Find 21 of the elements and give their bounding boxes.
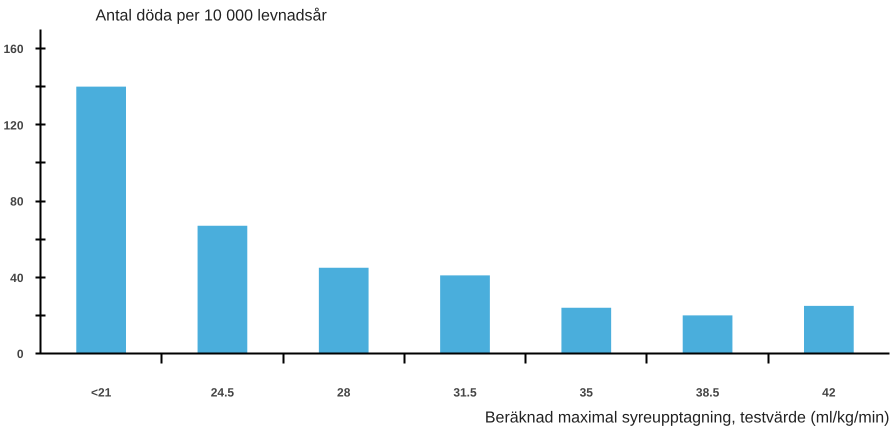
bar <box>682 315 732 354</box>
bar <box>198 226 248 354</box>
y-axis-title: Antal döda per 10 000 levnadsår <box>96 8 328 24</box>
y-tick-label: 40 <box>10 270 24 285</box>
y-tick-label: 80 <box>10 194 24 209</box>
x-tick-label: 31.5 <box>453 386 478 400</box>
x-tick-label: 24.5 <box>210 386 234 400</box>
x-tick-label: <21 <box>90 386 112 400</box>
x-tick-label: 42 <box>822 386 836 400</box>
y-tick-label: 120 <box>3 118 24 132</box>
bar <box>76 86 126 354</box>
bar <box>440 275 490 354</box>
x-tick-label: 35 <box>580 386 594 400</box>
y-tick-label: 0 <box>16 347 24 361</box>
bar <box>804 306 854 354</box>
x-tick-label: 38.5 <box>696 386 720 400</box>
bar <box>561 308 612 354</box>
y-tick-label: 160 <box>3 42 24 56</box>
bar <box>318 268 369 354</box>
x-axis-title: Beräknad maximal syreupptagning, testvärde (ml/kg/min) <box>484 410 890 426</box>
x-tick-label: 28 <box>337 386 351 400</box>
